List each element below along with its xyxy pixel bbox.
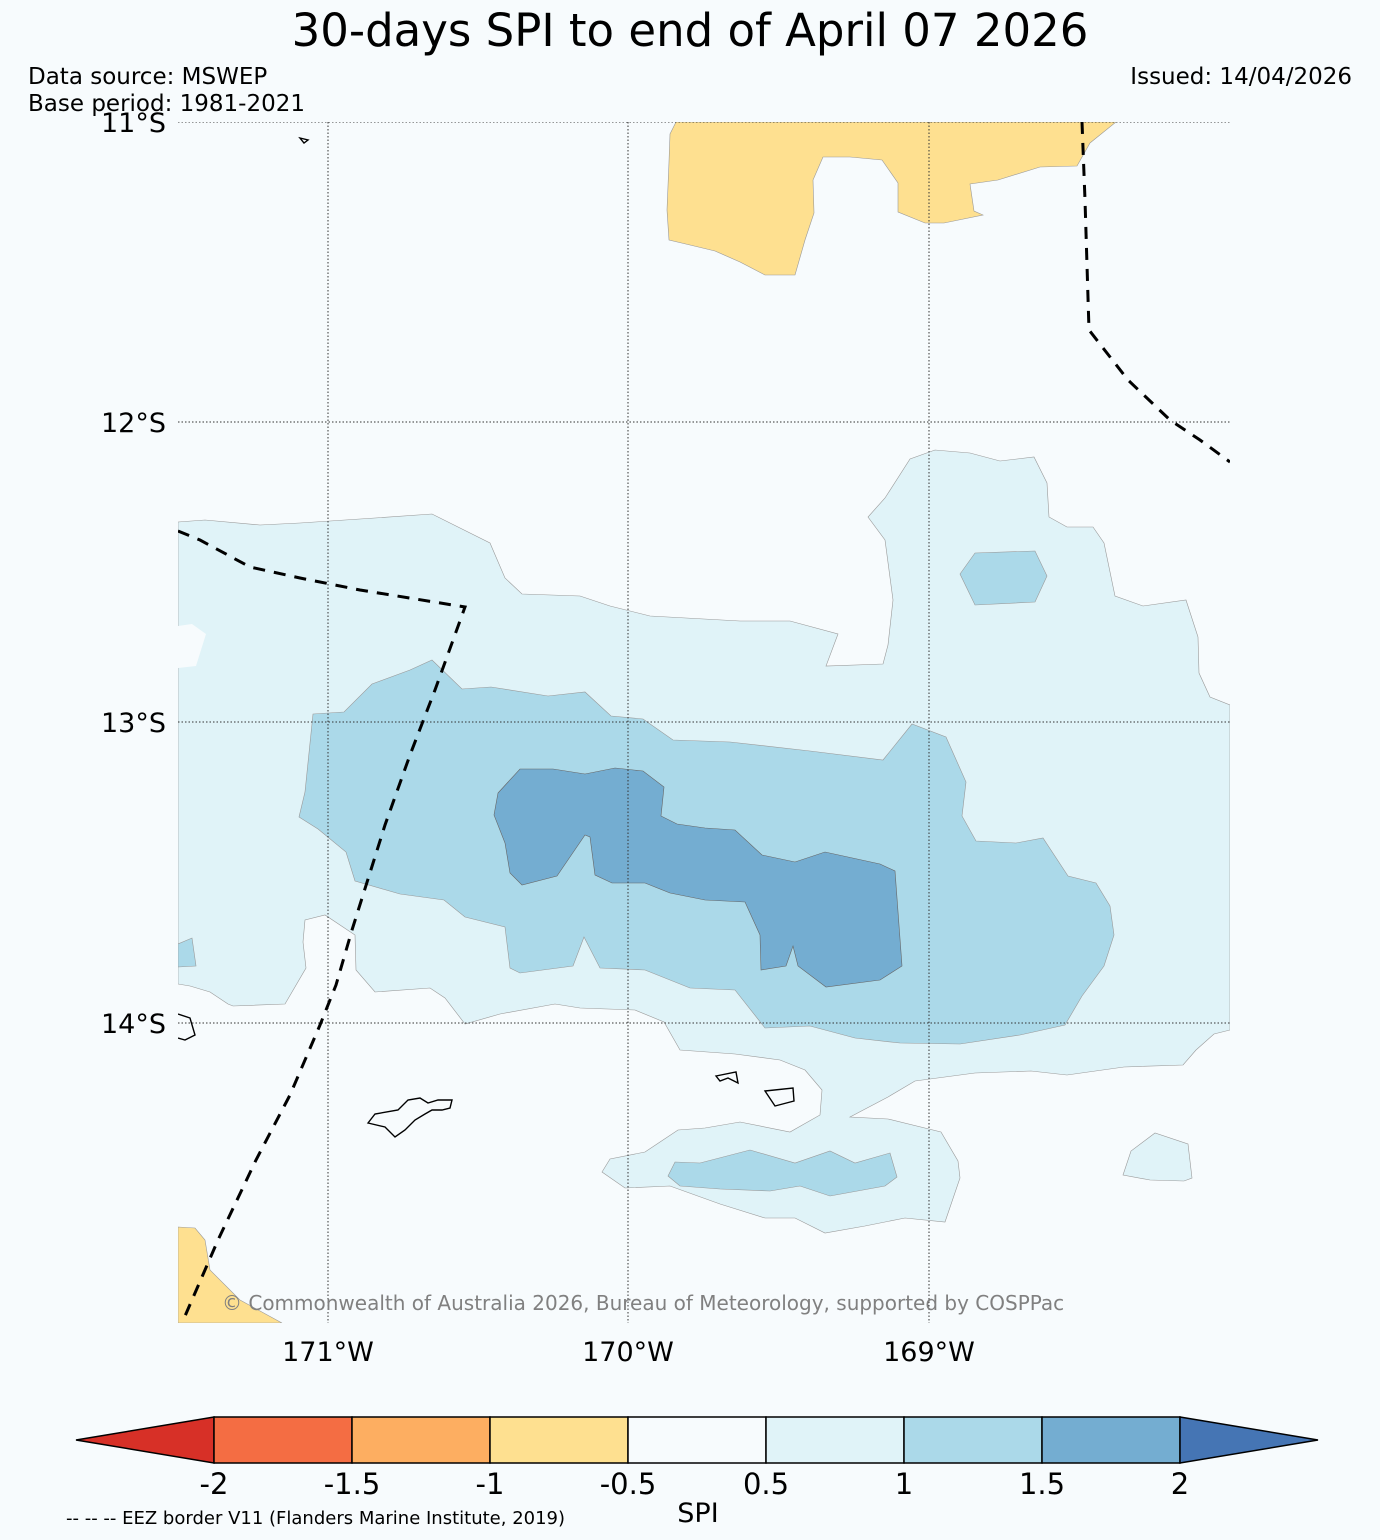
lat-label-11s: 11°S	[101, 108, 166, 139]
lon-label-169w: 169°W	[883, 1337, 975, 1368]
eez-borders	[178, 122, 1230, 1323]
island-tutuila	[366, 1097, 453, 1138]
colorbar-tick: -1	[476, 1467, 505, 1501]
lat-label-12s: 12°S	[101, 408, 166, 439]
colorbar-extend-high	[1179, 1416, 1319, 1464]
spi-patch-east	[1122, 1132, 1193, 1182]
colorbar-label: SPI	[677, 1498, 719, 1529]
colorbar-bin-3	[489, 1416, 629, 1464]
island-north	[298, 136, 310, 144]
spi-dry-zone-southwest	[178, 1226, 283, 1323]
graticule	[178, 122, 1230, 1323]
copyright-notice: © Commonwealth of Australia 2026, Bureau…	[222, 1291, 1064, 1315]
spi-patch-northeast	[959, 550, 1048, 606]
base-period-text: Base period: 1981-2021	[28, 91, 306, 117]
colorbar-bin-5	[765, 1416, 905, 1464]
colorbar-tick: 2	[1171, 1467, 1189, 1501]
colorbar-tick: 0.5	[743, 1467, 789, 1501]
colorbar-bin-2	[351, 1416, 491, 1464]
colorbar-tick: 1.5	[1019, 1467, 1065, 1501]
lat-label-13s: 13°S	[101, 708, 166, 739]
colorbar-tick: 1	[895, 1467, 913, 1501]
map-area: © Commonwealth of Australia 2026, Bureau…	[178, 122, 1230, 1323]
island-manua-a	[714, 1071, 739, 1085]
colorbar-tick: -2	[200, 1467, 229, 1501]
colorbar-bin-6	[903, 1416, 1043, 1464]
spi-patch-south	[667, 1149, 898, 1197]
colorbar-bin-1	[213, 1416, 353, 1464]
lat-label-14s: 14°S	[101, 1009, 166, 1040]
colorbar-bin-7	[1041, 1416, 1181, 1464]
island-manua-b	[763, 1087, 795, 1107]
colorbar-bin-4	[627, 1416, 767, 1464]
colorbar-tick: -0.5	[600, 1467, 657, 1501]
source-info: Data source: MSWEP Base period: 1981-202…	[28, 64, 305, 118]
colorbar	[75, 1416, 1319, 1464]
lon-label-170w: 170°W	[582, 1337, 674, 1368]
coastlines	[178, 136, 795, 1138]
lon-label-171w: 171°W	[282, 1337, 374, 1368]
spi-wet-zone-dark	[493, 767, 903, 988]
colorbar-tick: -1.5	[324, 1467, 381, 1501]
map-title: 30-days SPI to end of April 07 2026	[291, 4, 1089, 57]
eez-legend-note: -- -- -- EEZ border V11 (Flanders Marine…	[66, 1508, 566, 1529]
issued-date: Issued: 14/04/2026	[1130, 64, 1352, 90]
data-source-text: Data source: MSWEP	[28, 64, 268, 90]
colorbar-extend-low	[75, 1416, 215, 1464]
island-west	[178, 1013, 196, 1041]
spi-dry-zone-north	[666, 122, 1117, 276]
